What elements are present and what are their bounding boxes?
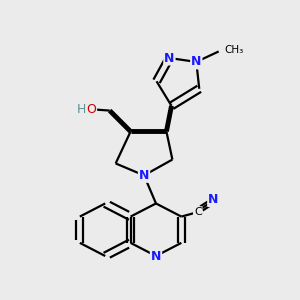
Text: H: H	[76, 103, 86, 116]
Text: N: N	[208, 193, 218, 206]
Text: N: N	[139, 169, 149, 182]
Text: N: N	[164, 52, 175, 64]
Text: N: N	[191, 56, 202, 68]
Text: N: N	[151, 250, 161, 262]
Text: CH₃: CH₃	[224, 45, 243, 55]
Text: C: C	[194, 207, 202, 217]
Text: O: O	[86, 103, 96, 116]
